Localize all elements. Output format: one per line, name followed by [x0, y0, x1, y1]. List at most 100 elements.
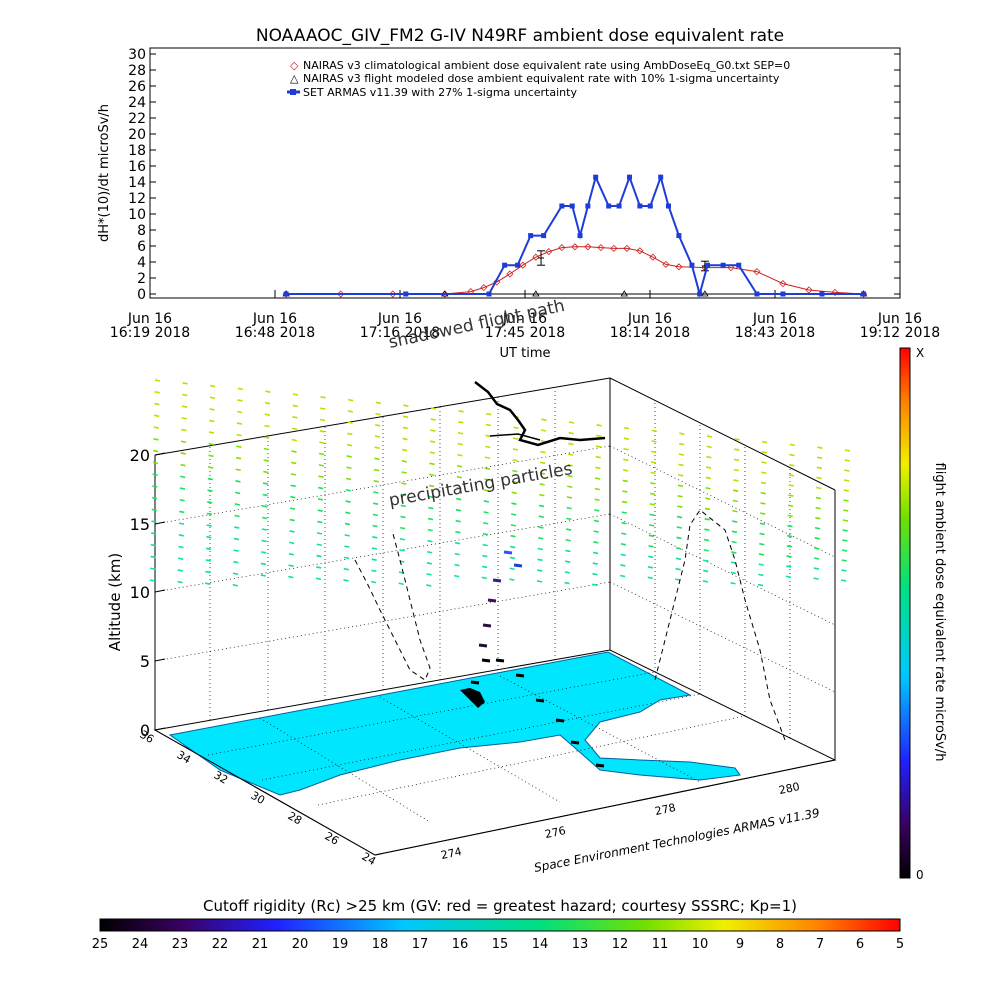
colorbar-tick-label: 20 — [292, 937, 309, 952]
particle-dash — [509, 567, 515, 571]
particle-dash — [178, 557, 184, 560]
particle-dash — [789, 443, 795, 447]
colorbar-tick-label: 6 — [856, 937, 864, 952]
particle-dash — [730, 581, 736, 585]
particle-dash — [814, 526, 821, 530]
particle-dash — [482, 543, 488, 547]
particle-dash — [400, 526, 406, 530]
particle-dash — [510, 513, 517, 516]
y-tick-label: 6 — [137, 239, 146, 255]
particle-dash — [454, 541, 461, 545]
data-point — [637, 203, 643, 209]
legend-label-nairas-clim: NAIRAS v3 climatological ambient dose eq… — [303, 59, 790, 72]
lat-tick-label: 30 — [248, 789, 267, 807]
data-point — [610, 244, 618, 252]
particle-dash — [234, 503, 241, 506]
y-tick-label: 2 — [137, 271, 146, 287]
particle-dash — [373, 491, 379, 494]
data-point — [515, 262, 521, 268]
particle-dash — [815, 496, 822, 500]
particle-dash — [841, 579, 847, 582]
particle-dash — [261, 528, 268, 531]
y-tick-label: 28 — [128, 63, 146, 79]
particle-dash — [348, 398, 354, 402]
particle-dash — [426, 584, 432, 587]
particle-dash — [813, 577, 819, 580]
data-point — [597, 244, 605, 252]
particle-dash — [233, 549, 239, 552]
particle-dash — [399, 549, 405, 552]
z-tick-label: 20 — [130, 446, 150, 465]
particle-dash — [761, 461, 767, 464]
particle-dash — [675, 578, 681, 581]
particle-dash — [510, 545, 516, 549]
flight-point — [482, 623, 492, 628]
particle-dash — [236, 422, 243, 425]
particle-dash — [236, 445, 242, 448]
y-tick-label: 18 — [128, 143, 146, 159]
particle-dash — [481, 565, 488, 569]
particle-dash — [816, 456, 823, 460]
particle-dash — [430, 407, 437, 410]
particle-dash — [789, 453, 795, 457]
particle-dash — [292, 404, 298, 408]
particle-dash — [232, 584, 238, 587]
x-tick-time: 17:45 2018 — [485, 325, 565, 341]
particle-dash — [454, 552, 460, 556]
particle-dash — [288, 575, 294, 579]
data-point — [780, 291, 786, 297]
particle-dash — [596, 434, 602, 438]
particle-dash — [566, 517, 572, 521]
particle-dash — [485, 434, 491, 438]
particle-dash — [595, 445, 602, 448]
data-point — [689, 262, 695, 268]
particle-dash — [209, 419, 215, 423]
ground-track — [460, 688, 485, 708]
particle-dash — [842, 539, 848, 542]
z-tick — [154, 658, 166, 662]
particle-dash — [649, 513, 655, 517]
data-point — [753, 268, 761, 276]
particle-dash — [346, 466, 352, 470]
particle-dash — [758, 573, 764, 577]
z-axis-label: Altitude (km) — [106, 553, 124, 651]
x-tick-date: Jun 16 — [627, 311, 672, 327]
particle-dash — [345, 500, 351, 503]
particle-dash — [457, 442, 463, 446]
particle-dash — [317, 509, 323, 512]
particle-dash — [373, 480, 379, 483]
lat-tick-label: 28 — [285, 809, 304, 827]
particle-dash — [511, 491, 517, 495]
particle-dash — [150, 543, 157, 547]
particle-dash — [565, 549, 571, 553]
y-tick-label: 20 — [128, 127, 146, 143]
particle-dash — [513, 426, 519, 430]
particle-dash — [593, 530, 599, 533]
particle-dash — [261, 539, 267, 543]
colorbar-tick-label: 18 — [372, 937, 389, 952]
colorbar-tick-label: 12 — [612, 937, 629, 952]
particle-dash — [816, 486, 822, 490]
particle-dash — [237, 387, 243, 391]
particle-dash — [843, 509, 849, 512]
particle-dash — [731, 530, 738, 534]
particle-dash — [260, 574, 266, 577]
flight-point — [595, 763, 605, 768]
particle-dash — [429, 451, 435, 455]
particle-dash — [679, 432, 685, 435]
particle-dash — [566, 496, 573, 499]
x-tick-date: Jun 16 — [502, 311, 547, 327]
particle-dash — [705, 466, 712, 469]
particle-dash — [291, 450, 297, 453]
x-tick-date: Jun 16 — [252, 311, 297, 327]
chart-title: NOAAAOC_GIV_FM2 G-IV N49RF ambient dose … — [256, 26, 784, 46]
particle-dash — [205, 582, 211, 585]
particle-dash — [844, 459, 850, 462]
particle-dash — [154, 379, 161, 382]
particle-dash — [205, 570, 211, 574]
particle-dash — [509, 578, 515, 581]
particle-dash — [651, 429, 657, 433]
particle-dash — [427, 528, 433, 532]
particle-dash — [814, 537, 820, 540]
